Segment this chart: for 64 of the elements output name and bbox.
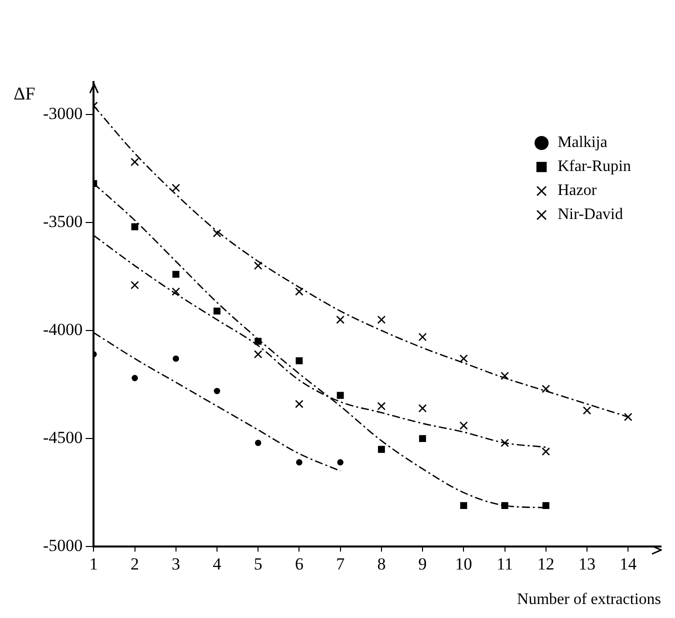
point <box>336 316 345 324</box>
y-tick-label: -3500 <box>42 212 83 231</box>
point <box>460 502 468 510</box>
point <box>296 357 303 364</box>
point <box>172 355 180 362</box>
point <box>378 446 385 453</box>
legend-label: Kfar-Rupin <box>558 158 631 176</box>
x-tick-label: 10 <box>455 554 472 574</box>
legend-label: Nir-David <box>558 206 623 224</box>
point <box>377 316 386 324</box>
y-axis-title: ΔF <box>14 84 36 104</box>
x-tick-label: 13 <box>578 554 596 574</box>
x-tick-label: 4 <box>212 554 222 574</box>
y-tick-label: -3000 <box>42 104 83 123</box>
x-tick-label: 12 <box>537 554 554 574</box>
point <box>254 440 262 446</box>
x-tick-label: 1 <box>89 554 98 574</box>
point <box>500 372 509 380</box>
x-tick-label: 5 <box>254 554 262 574</box>
point <box>295 287 304 296</box>
point <box>172 270 180 278</box>
point <box>500 438 509 448</box>
y-tick-label: -5000 <box>42 536 83 556</box>
x-tick-label: 9 <box>418 554 427 574</box>
legend-label: Hazor <box>558 182 598 200</box>
point <box>542 384 550 394</box>
point <box>542 447 550 456</box>
point <box>254 261 262 270</box>
x-tick-label: 14 <box>620 554 638 574</box>
point <box>295 400 304 408</box>
point <box>418 332 427 342</box>
point <box>130 280 139 290</box>
point <box>214 388 220 394</box>
point <box>131 223 138 230</box>
point <box>582 406 592 415</box>
point <box>336 392 344 399</box>
y-tick-label: -4500 <box>42 428 83 448</box>
point <box>214 308 220 315</box>
x-tick-label: 3 <box>172 554 180 574</box>
x-tick-label: 11 <box>496 554 513 574</box>
point <box>419 435 426 442</box>
x-tick-label: 2 <box>130 554 140 574</box>
point <box>172 287 180 296</box>
point <box>296 459 302 466</box>
x-tick-label: 7 <box>336 554 346 574</box>
point <box>624 412 632 422</box>
x-tick-label: 8 <box>377 554 386 574</box>
legend-label: Malkija <box>558 134 608 152</box>
point <box>212 229 222 238</box>
point <box>377 402 386 410</box>
point <box>132 374 138 382</box>
x-tick-label: 6 <box>294 554 304 574</box>
point <box>501 502 508 510</box>
point <box>254 350 262 358</box>
point <box>254 338 262 345</box>
point <box>542 502 550 510</box>
point <box>459 354 468 363</box>
point <box>459 421 468 430</box>
x-axis-title: Number of extractions <box>517 590 661 608</box>
y-tick-label: -4000 <box>42 320 83 339</box>
point <box>130 158 139 166</box>
point <box>337 459 344 466</box>
point <box>418 404 427 412</box>
point <box>172 184 180 192</box>
